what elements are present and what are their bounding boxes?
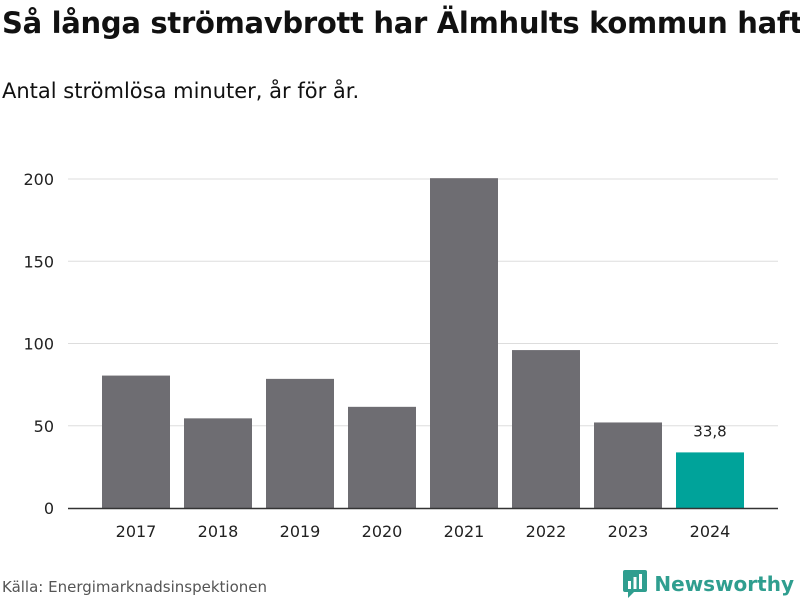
x-tick-label: 2018 [198,522,239,541]
brand: Newsworthy [622,568,794,600]
bar-2018 [184,418,252,508]
x-axis-ticks: 2017 2018 2019 2020 2021 2022 2023 2024 [116,522,731,541]
data-labels: 33,8 [693,422,726,440]
bar-2024 [676,452,744,508]
grid-lines [68,178,778,427]
data-label: 33,8 [693,422,726,440]
x-tick-label: 2023 [608,522,649,541]
bar-2022 [512,350,580,508]
y-tick-label: 150 [23,252,54,271]
bar-2017 [102,375,170,508]
y-tick-label: 0 [44,499,54,518]
bars [102,178,744,509]
bar-2020 [348,406,416,508]
x-tick-label: 2020 [362,522,403,541]
x-tick-label: 2021 [444,522,485,541]
y-tick-label: 100 [23,335,54,354]
x-tick-label: 2024 [690,522,731,541]
x-tick-label: 2017 [116,522,157,541]
brand-name: Newsworthy [654,572,794,596]
chart-title: Så långa strömavbrott har Älmhults kommu… [2,6,800,40]
y-tick-label: 50 [34,417,54,436]
bar-2019 [266,378,334,508]
y-tick-label: 200 [23,170,54,189]
source-note: Källa: Energimarknadsinspektionen [2,578,268,596]
bar-2023 [594,422,662,508]
y-axis-ticks: 0 50 100 150 200 [23,170,54,518]
bar-chart-pin-icon [623,570,648,598]
bar-2021 [430,178,498,509]
x-tick-label: 2019 [280,522,321,541]
chart-subtitle: Antal strömlösa minuter, år för år. [2,79,360,103]
x-tick-label: 2022 [526,522,567,541]
